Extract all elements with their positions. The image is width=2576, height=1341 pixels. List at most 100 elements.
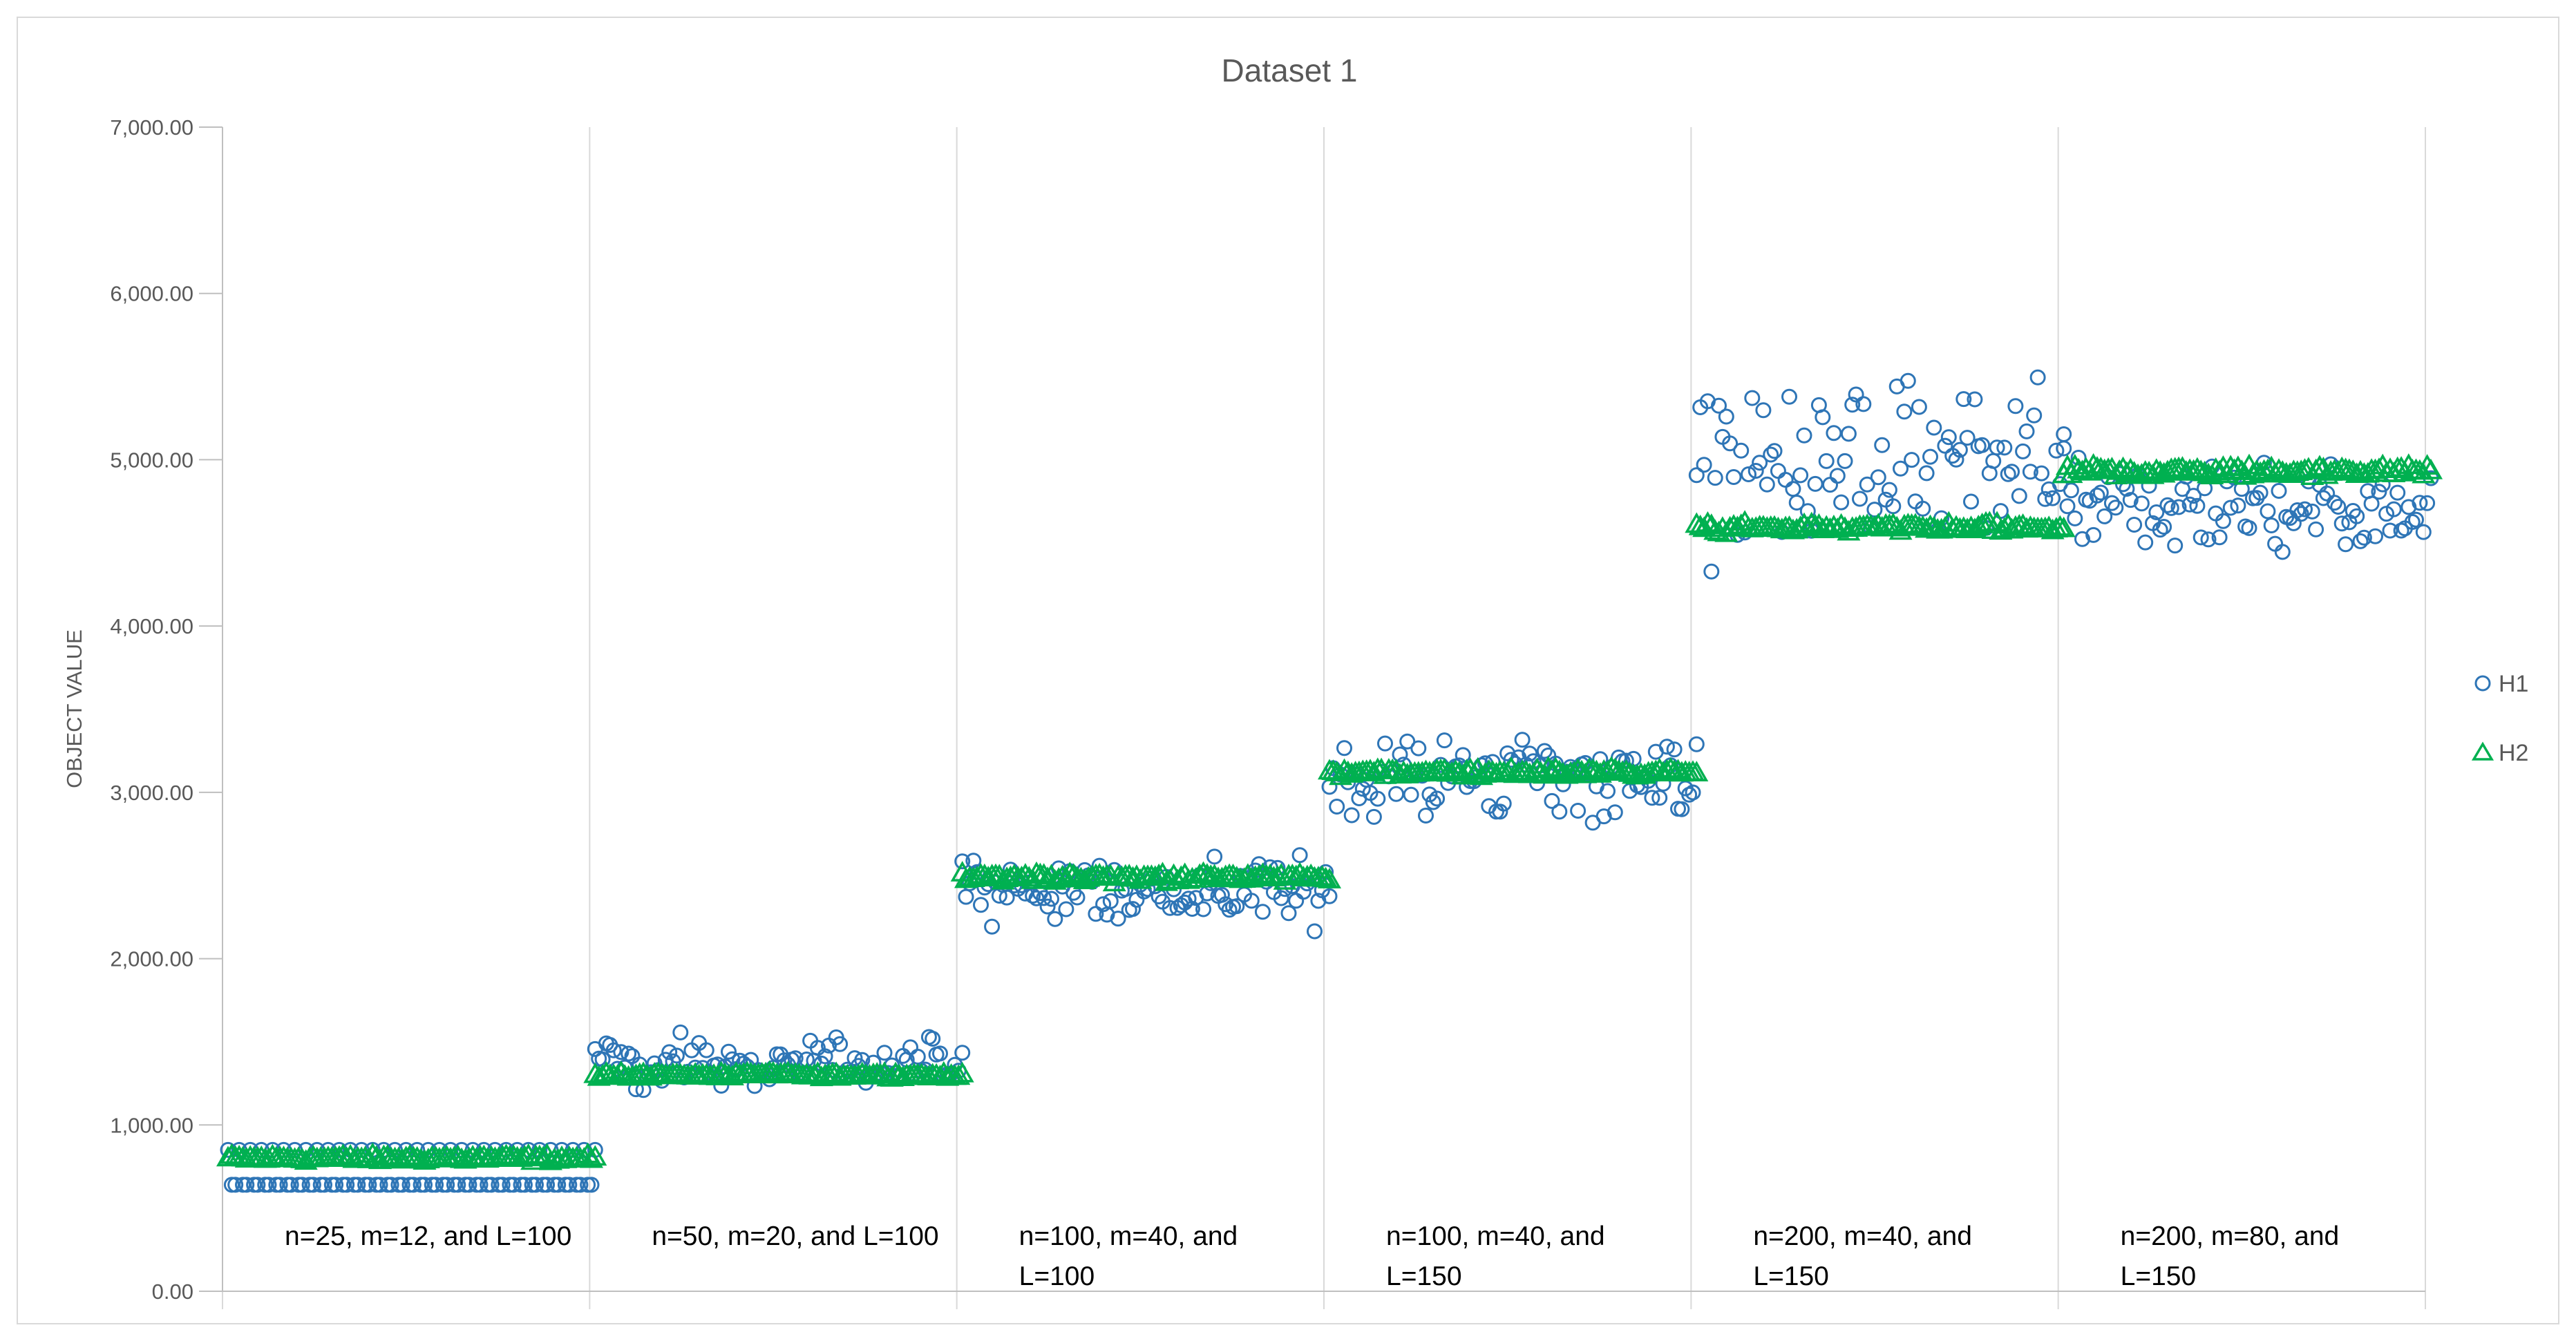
h2-point	[1147, 863, 1171, 884]
h1-point	[572, 1177, 589, 1193]
h1-point	[895, 1047, 911, 1064]
h1-point	[1796, 427, 1812, 444]
h1-point	[1058, 901, 1074, 917]
h1-point	[1514, 732, 1531, 748]
y-tick-label: 3,000.00	[110, 781, 193, 805]
h1-point	[1759, 476, 1775, 493]
h1-point	[1918, 465, 1935, 482]
h1-point	[2415, 524, 2432, 540]
h2-point	[2003, 515, 2027, 536]
h2-point	[2130, 463, 2154, 484]
h1-point	[1095, 896, 1112, 913]
h1-point	[1785, 481, 1801, 497]
y-tick-label: 0.00	[152, 1280, 193, 1304]
h1-point	[1674, 801, 1690, 817]
h1-point	[2089, 487, 2105, 504]
h1-point	[1818, 453, 1835, 469]
h1-point	[1551, 803, 1568, 820]
h1-point	[1492, 803, 1508, 820]
h1-point	[661, 1044, 678, 1061]
h1-point	[1644, 790, 1660, 806]
h1-point	[954, 1045, 971, 1061]
h1-point	[1688, 467, 1705, 484]
h1-point	[2327, 495, 2342, 511]
h1-point	[832, 1036, 849, 1052]
h1-point	[1866, 502, 1883, 518]
h1-point	[1184, 901, 1200, 917]
h1-point	[383, 1177, 399, 1193]
h1-point	[2170, 499, 2187, 515]
h1-point	[2037, 491, 2054, 507]
h1-point	[1937, 437, 1953, 454]
h1-point	[2412, 495, 2428, 511]
h1-point	[1967, 391, 1983, 408]
h1-point	[2419, 495, 2436, 511]
labels: Dataset 1 OBJECT VALUE n=25, m=12, and L=1…	[62, 53, 2339, 1291]
h1-point	[984, 918, 1001, 935]
h1-point	[1370, 790, 1386, 807]
h1-point	[1893, 460, 1909, 477]
h2-point	[1362, 761, 1386, 781]
h1-point	[958, 888, 974, 905]
h1-point	[672, 1024, 689, 1040]
h1-point	[1128, 891, 1145, 908]
h2-point	[1725, 515, 1750, 537]
h1-point	[1291, 847, 1308, 864]
h1-point	[721, 1043, 737, 1060]
h1-point	[1321, 888, 1338, 904]
h2-point	[1821, 514, 1846, 535]
h1-point	[2181, 496, 2198, 513]
h1-point	[2122, 492, 2139, 508]
h1-point	[2193, 529, 2209, 546]
h2-point	[2263, 462, 2287, 483]
h1-point	[1833, 494, 1850, 511]
h1-point	[925, 1031, 941, 1047]
h1-point	[998, 889, 1015, 906]
h2-point	[624, 1063, 648, 1085]
h2-point	[579, 1147, 604, 1168]
h1-point	[1996, 439, 2013, 456]
h1-point	[227, 1177, 244, 1193]
h1-point	[417, 1177, 433, 1193]
h2-point	[1837, 520, 1861, 541]
h1-point	[2252, 484, 2269, 501]
h1-point	[2059, 498, 2076, 515]
h1-point	[2126, 517, 2143, 533]
h1-point	[2233, 481, 2250, 497]
h1-point	[1125, 901, 1141, 917]
h1-point	[1418, 808, 1434, 824]
h2-point	[1799, 511, 1824, 533]
h2-point	[776, 1061, 800, 1082]
h1-point	[1343, 807, 1360, 824]
h2-point	[2248, 461, 2273, 482]
h1-point	[249, 1177, 266, 1193]
h1-point	[1859, 476, 1875, 493]
h1-point	[1536, 743, 1553, 759]
h1-point	[516, 1177, 533, 1193]
h1-point	[1781, 388, 1797, 405]
h1-point	[1829, 468, 1846, 484]
h2-point	[1944, 515, 1969, 536]
h1-point	[1595, 808, 1612, 825]
h1-point	[2056, 426, 2072, 442]
h1-point	[1822, 477, 1838, 493]
h1-point	[328, 1177, 344, 1193]
h2-point	[965, 865, 989, 886]
h1-point	[1703, 563, 1720, 580]
h1-point	[973, 897, 989, 913]
h1-point	[1436, 732, 1452, 749]
h1-point	[2222, 500, 2239, 516]
h1-point	[461, 1177, 477, 1193]
h1-point	[1288, 893, 1305, 909]
h1-point	[2156, 519, 2172, 535]
h1-point	[2356, 529, 2372, 546]
h1-point	[1570, 803, 1587, 819]
h1-point	[550, 1177, 567, 1193]
h1-point	[1940, 429, 1957, 446]
h1-point	[2096, 508, 2113, 524]
h1-point	[2022, 464, 2038, 480]
category-label: L=100	[1019, 1262, 1095, 1291]
h1-point	[1985, 453, 2002, 469]
h1-point	[1722, 435, 1739, 452]
h1-point	[2029, 369, 2046, 386]
